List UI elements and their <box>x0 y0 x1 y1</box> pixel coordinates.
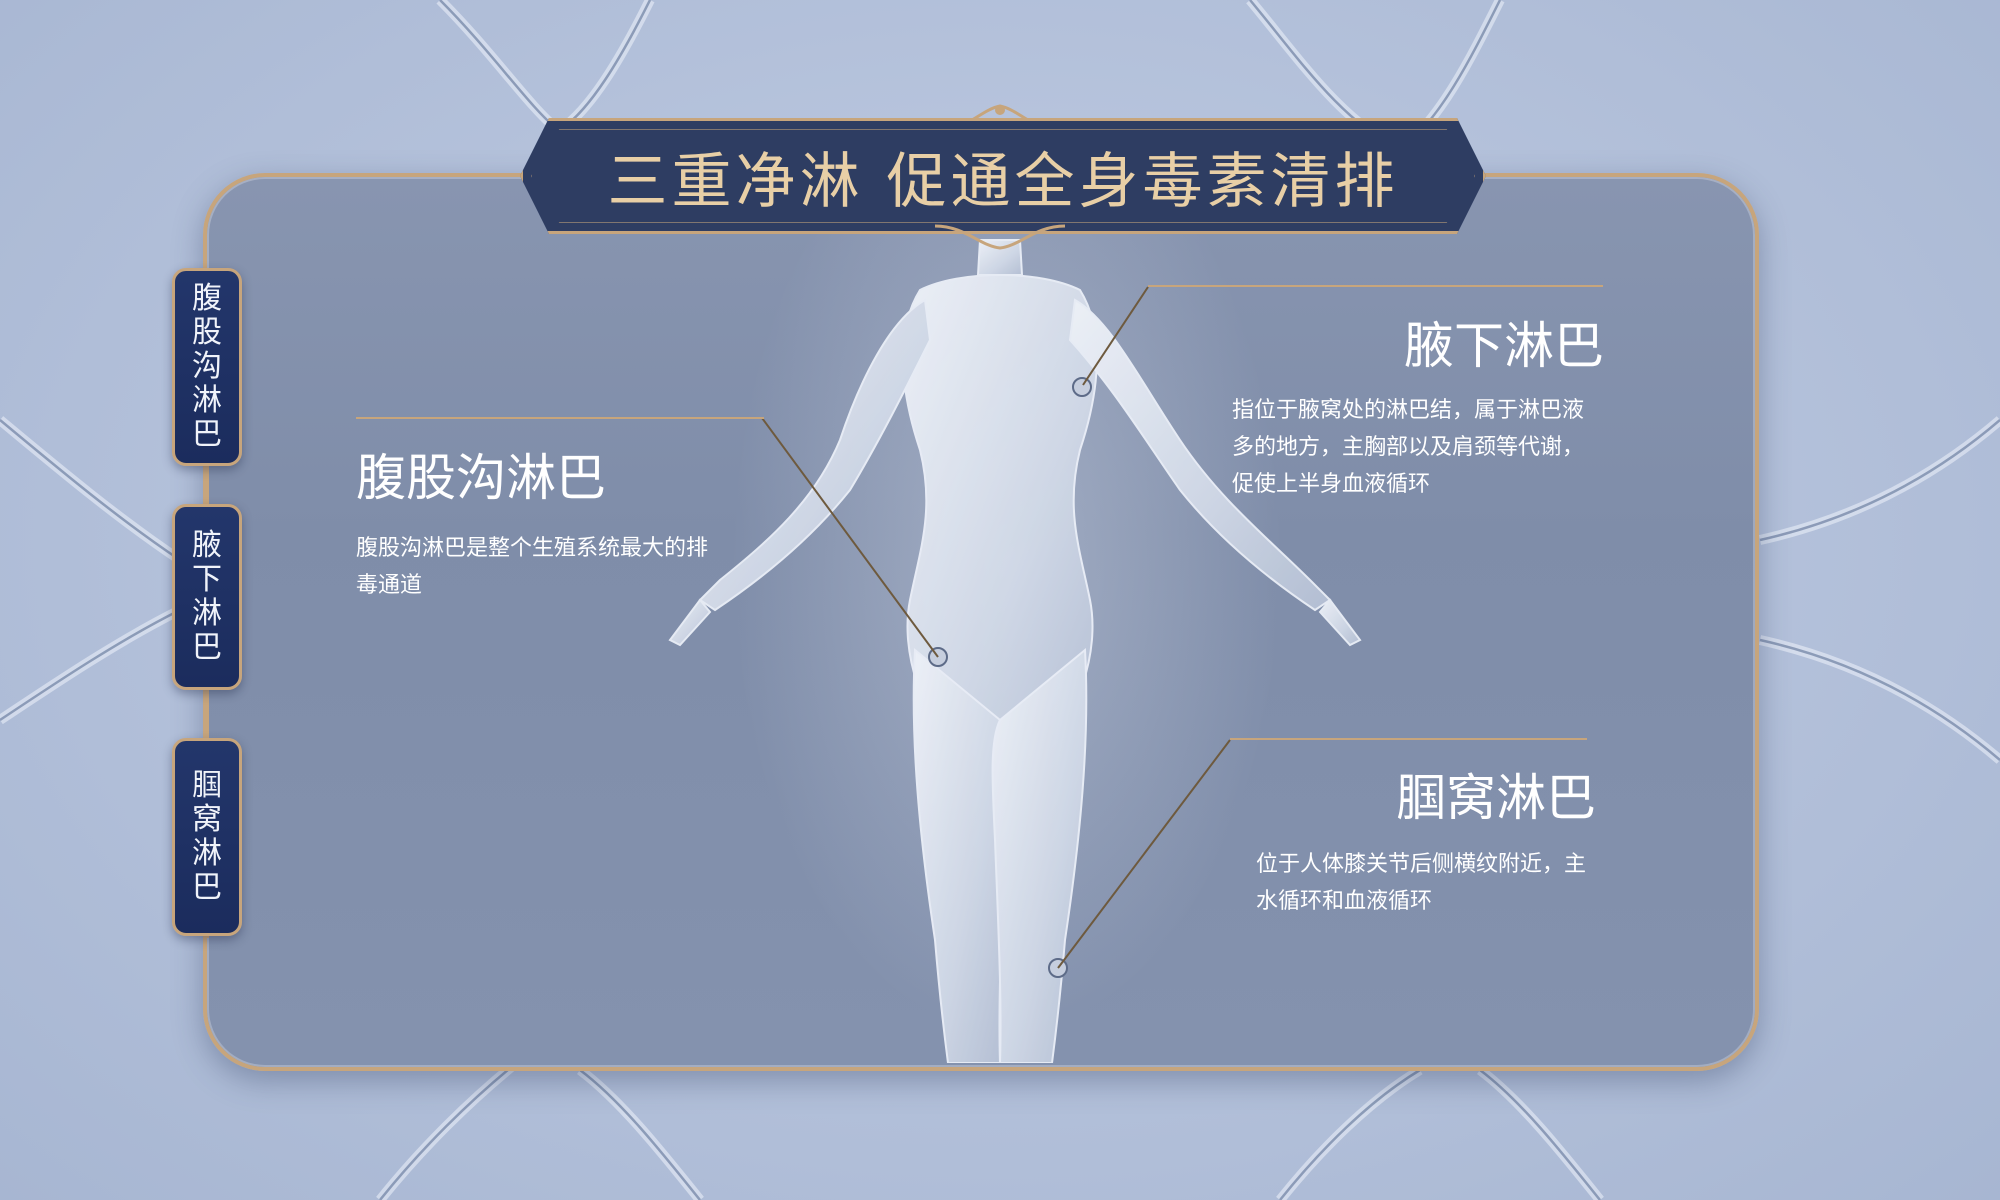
knee-heading-rule <box>1230 738 1587 740</box>
armpit-lymph-section: 腋下淋巴 指位于腋窝处的淋巴结，属于淋巴液多的地方，主胸部以及肩颈等代谢，促使上… <box>1232 316 1604 503</box>
armpit-lymph-title: 腋下淋巴 <box>1404 317 1604 375</box>
title-banner: 三重净淋 促通全身毒素清排 <box>520 118 1486 234</box>
page-title: 三重净淋 促通全身毒素清排 <box>607 146 1399 217</box>
groin-heading-rule <box>356 417 764 419</box>
banner-bottom-ornament <box>934 224 1066 250</box>
tab-groin-lymph[interactable]: 腹股沟淋巴 <box>172 268 242 466</box>
tab-armpit-lymph[interactable]: 腋下淋巴 <box>172 504 242 690</box>
knee-lymph-description: 位于人体膝关节后侧横纹附近，主水循环和血液循环 <box>1256 852 1587 914</box>
title-banner-frame <box>531 129 1475 223</box>
armpit-heading-rule <box>1148 285 1603 287</box>
groin-lymph-title: 腹股沟淋巴 <box>356 449 606 507</box>
tab-knee-lymph-label: 腘窝淋巴 <box>192 768 222 905</box>
tab-knee-lymph[interactable]: 腘窝淋巴 <box>172 738 242 936</box>
knee-node-marker <box>1048 958 1068 978</box>
tab-armpit-lymph-label: 腋下淋巴 <box>192 528 222 665</box>
side-tab-nav: 腹股沟淋巴 腋下淋巴 腘窝淋巴 <box>172 268 242 938</box>
groin-lymph-section: 腹股沟淋巴 腹股沟淋巴是整个生殖系统最大的排毒通道 <box>356 448 716 604</box>
groin-lymph-description: 腹股沟淋巴是整个生殖系统最大的排毒通道 <box>356 536 709 598</box>
tab-groin-lymph-label: 腹股沟淋巴 <box>192 281 222 452</box>
armpit-lymph-description: 指位于腋窝处的淋巴结，属于淋巴液多的地方，主胸部以及肩颈等代谢，促使上半身血液循… <box>1232 398 1585 497</box>
groin-node-marker <box>928 647 948 667</box>
knee-lymph-title: 腘窝淋巴 <box>1396 769 1596 827</box>
knee-lymph-section: 腘窝淋巴 位于人体膝关节后侧横纹附近，主水循环和血液循环 <box>1256 768 1596 920</box>
armpit-node-marker <box>1072 377 1092 397</box>
